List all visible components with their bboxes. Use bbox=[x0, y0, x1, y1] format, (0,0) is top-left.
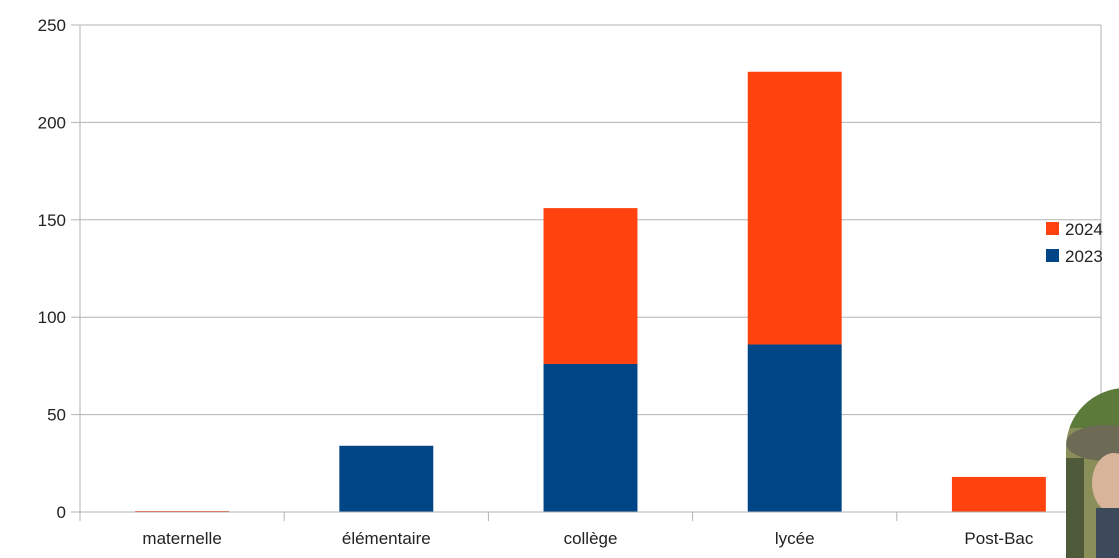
profile-photo-fragment bbox=[1066, 388, 1119, 558]
bar-2024-Post-Bac bbox=[951, 476, 1046, 512]
bar-2023-lycée bbox=[747, 344, 842, 512]
bar-2024-lycée bbox=[747, 71, 842, 345]
legend-label-2023: 2023 bbox=[1065, 247, 1103, 266]
y-tick-label: 0 bbox=[57, 503, 66, 522]
y-tick-label: 250 bbox=[38, 16, 66, 35]
bar-2024-collège bbox=[543, 208, 638, 364]
y-axis-ticks: 0 50 100 150 200 250 bbox=[38, 16, 80, 522]
bar-2023-élémentaire bbox=[339, 445, 434, 512]
legend-swatch-2024 bbox=[1046, 222, 1059, 235]
photo-image bbox=[1066, 388, 1119, 558]
x-tick-label: collège bbox=[564, 529, 618, 548]
bars bbox=[135, 71, 1046, 513]
y-tick-label: 150 bbox=[38, 211, 66, 230]
y-tick-label: 200 bbox=[38, 113, 66, 132]
x-tick-label: maternelle bbox=[142, 529, 221, 548]
y-tick-label: 50 bbox=[47, 406, 66, 425]
legend-swatch-2023 bbox=[1046, 249, 1059, 262]
legend-label-2024: 2024 bbox=[1065, 220, 1103, 239]
bar-2023-collège bbox=[543, 363, 638, 512]
legend: 2024 2023 bbox=[1046, 220, 1103, 266]
x-tick-label: lycée bbox=[775, 529, 815, 548]
x-tick-label: Post-Bac bbox=[964, 529, 1033, 548]
x-axis: maternelle élémentaire collège lycée Post-Ba… bbox=[79, 511, 1102, 548]
y-tick-label: 100 bbox=[38, 308, 66, 327]
x-tick-label: élémentaire bbox=[342, 529, 431, 548]
